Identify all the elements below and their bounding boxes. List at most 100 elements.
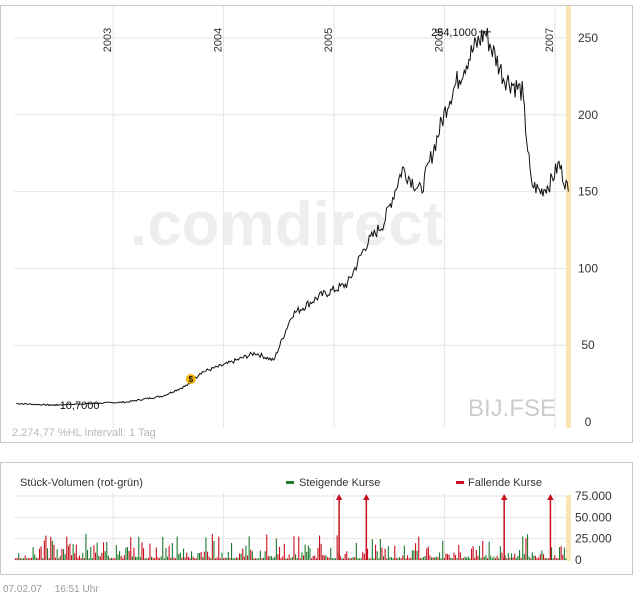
- volume-bar: [45, 535, 47, 560]
- volume-bar: [335, 558, 337, 560]
- volume-bar: [469, 558, 471, 560]
- volume-bar: [506, 558, 508, 560]
- volume-bar: [407, 555, 409, 560]
- year-tick-labels: 2003 2004 2005 2006 2007: [102, 28, 556, 52]
- volume-bar: [375, 544, 377, 560]
- volume-bar: [127, 547, 129, 560]
- volume-bar: [325, 555, 327, 560]
- volume-bar: [125, 547, 127, 560]
- volume-bar: [82, 552, 84, 560]
- volume-bar: [331, 558, 333, 560]
- volume-bar: [237, 557, 239, 560]
- volume-bar: [552, 558, 554, 560]
- volume-bar: [263, 557, 265, 560]
- volume-bar: [306, 551, 308, 560]
- volume-bar: [208, 556, 210, 560]
- footer-date: 07.02.07: [3, 584, 42, 595]
- volume-bar: [383, 556, 385, 560]
- volume-bar: [117, 554, 119, 560]
- volume-bar: [499, 546, 501, 560]
- volume-bar: [112, 558, 114, 560]
- volume-bar: [387, 546, 389, 560]
- volume-bar: [122, 558, 124, 560]
- y-tick-label: 50: [581, 338, 595, 352]
- volume-bar: [315, 558, 317, 560]
- volume-bar: [154, 558, 156, 560]
- y-tick-label: 250: [578, 31, 598, 45]
- volume-bar: [327, 557, 329, 560]
- volume-bar: [183, 548, 185, 560]
- volume-bar: [522, 536, 524, 560]
- volume-bar: [495, 558, 497, 560]
- volume-bar: [243, 556, 245, 560]
- volume-bar: [415, 543, 417, 560]
- volume-bar: [435, 556, 437, 560]
- volume-bar: [517, 555, 519, 560]
- volume-bar: [445, 553, 447, 560]
- volume-bar: [256, 558, 258, 560]
- volume-bar: [471, 548, 473, 560]
- volume-bar: [296, 558, 298, 560]
- volume-bar: [34, 554, 36, 560]
- volume-bar: [312, 556, 314, 560]
- volume-bar: [115, 545, 117, 560]
- volume-bar: [533, 555, 535, 560]
- volume-bar: [242, 548, 244, 560]
- volume-bar: [539, 554, 541, 560]
- volume-bar: [391, 557, 393, 560]
- volume-bar: [63, 549, 65, 560]
- volume-bar: [88, 558, 90, 560]
- volume-bar: [400, 558, 402, 560]
- volume-bar: [293, 536, 295, 560]
- volume-bar: [565, 558, 567, 560]
- volume-bar: [189, 558, 191, 560]
- volume-bar: [266, 534, 268, 560]
- volume-bars: [15, 494, 567, 560]
- volume-bar: [450, 557, 452, 560]
- volume-bar: [248, 536, 250, 560]
- dividend-marker[interactable]: $: [185, 373, 196, 384]
- volume-bar: [55, 557, 57, 560]
- volume-bar: [434, 557, 436, 560]
- volume-bar: [485, 555, 487, 560]
- volume-bar: [371, 539, 373, 560]
- volume-bar: [218, 536, 220, 560]
- volume-bar: [114, 558, 116, 560]
- volume-bar: [402, 555, 404, 560]
- volume-bar: [544, 558, 546, 560]
- volume-bar: [319, 535, 321, 560]
- volume-bar: [231, 542, 233, 560]
- volume-bar: [448, 554, 450, 560]
- volume-bar: [429, 555, 431, 560]
- volume-bar: [216, 557, 218, 560]
- volume-bar: [413, 550, 415, 560]
- volume-current-highlight: [566, 495, 571, 561]
- volume-title: Stück-Volumen (rot-grün): [20, 477, 143, 489]
- volume-bar: [178, 554, 180, 560]
- volume-bar: [251, 551, 253, 560]
- volume-bar: [280, 558, 282, 560]
- volume-bar: [354, 557, 356, 560]
- volume-bar: [171, 543, 173, 560]
- volume-bar: [93, 545, 95, 560]
- volume-gridlines: [14, 492, 566, 561]
- volume-bar: [386, 558, 388, 560]
- volume-bar: [437, 557, 439, 560]
- volume-bar: [519, 550, 521, 560]
- volume-bar: [461, 558, 463, 560]
- volume-bar: [562, 554, 564, 560]
- volume-overflow-arrow: [500, 494, 508, 500]
- volume-bar: [295, 554, 297, 560]
- volume-bar: [442, 540, 444, 560]
- legend-rising: Steigende Kurse: [286, 477, 380, 489]
- volume-bar: [479, 545, 481, 560]
- price-gridlines: [14, 6, 566, 428]
- volume-bar: [39, 548, 41, 560]
- volume-bar: [483, 556, 485, 560]
- volume-bar: [155, 547, 157, 560]
- volume-bar: [232, 558, 234, 560]
- volume-bar: [175, 558, 177, 560]
- volume-bar: [37, 557, 39, 560]
- symbol-label: BIJ.FSE: [468, 395, 556, 422]
- y-tick-label: 150: [578, 185, 598, 199]
